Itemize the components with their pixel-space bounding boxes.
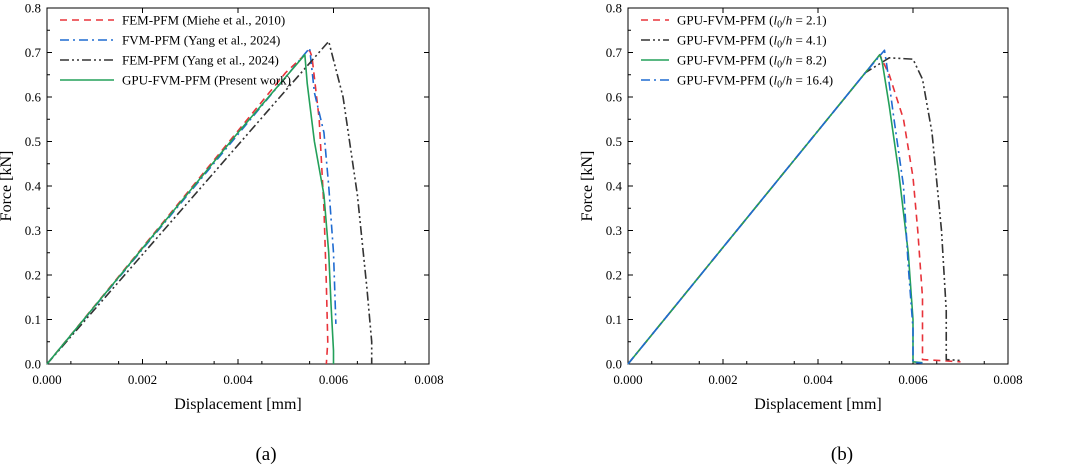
legend-entry: GPU-FVM-PFM (l0/h = 4.1) — [677, 33, 827, 51]
y-tick-label: 0.1 — [25, 312, 41, 327]
x-tick-label: 0.002 — [128, 372, 157, 387]
y-tick-label: 0.0 — [25, 357, 41, 372]
y-axis-title: Force [kN] — [0, 151, 15, 222]
y-tick-label: 0.7 — [25, 45, 42, 60]
series-line-3 — [46, 40, 373, 365]
y-tick-label: 0.1 — [606, 312, 622, 327]
x-tick-label: 0.006 — [319, 372, 349, 387]
x-axis-title: Displacement [mm] — [174, 396, 302, 413]
legend-entry: FEM-PFM (Yang et al., 2024) — [122, 53, 279, 68]
y-tick-label: 0.2 — [606, 268, 622, 283]
chart-panel-b: 0.000 0.002 0.004 0.006 0.008 0.0 0.1 0.2 0.3 0.4… — [579, 1, 1023, 466]
y-tick-label: 0.6 — [606, 90, 623, 105]
series-line-2 — [46, 47, 337, 365]
x-tick-label: 0.002 — [708, 372, 737, 387]
x-axis-title: Displacement [mm] — [754, 396, 882, 413]
legend-entry: FEM-PFM (Miehe et al., 2010) — [122, 13, 285, 28]
panel-label: (a) — [255, 444, 276, 465]
x-tick-label: 0.006 — [898, 372, 928, 387]
legend-entry: FVM-PFM (Yang et al., 2024) — [122, 33, 280, 48]
y-tick-label: 0.5 — [606, 134, 622, 149]
x-tick-label: 0.008 — [414, 372, 443, 387]
series-line-4 — [46, 53, 335, 365]
x-tick-label: 0.008 — [993, 372, 1022, 387]
series-line-2 — [627, 57, 961, 365]
chart-panel-a: 0.000 0.002 0.004 0.006 0.008 0.0 0.1 0.2 0.3 0.4… — [0, 1, 444, 466]
panel-label: (b) — [831, 444, 853, 465]
y-tick-label: 0.5 — [25, 134, 41, 149]
legend-entry: GPU-FVM-PFM (l0/h = 16.4) — [677, 73, 833, 91]
y-tick-label: 0.4 — [606, 179, 623, 194]
x-tick-label: 0.004 — [223, 372, 253, 387]
y-tick-label: 0.0 — [606, 357, 622, 372]
y-tick-label: 0.3 — [606, 223, 622, 238]
y-axis-title: Force [kN] — [579, 151, 596, 222]
y-tick-label: 0.8 — [25, 1, 41, 16]
x-tick-label: 0.004 — [803, 372, 833, 387]
y-tick-label: 0.2 — [25, 268, 41, 283]
legend-entry: GPU-FVM-PFM (Present work) — [122, 73, 291, 88]
x-tick-label: 0.000 — [32, 372, 61, 387]
series-line-4 — [627, 49, 923, 365]
y-tick-label: 0.8 — [606, 1, 622, 16]
y-tick-label: 0.7 — [606, 45, 623, 60]
series-line-3 — [627, 53, 923, 365]
legend-entry: GPU-FVM-PFM (l0/h = 8.2) — [677, 53, 827, 71]
y-tick-label: 0.3 — [25, 223, 41, 238]
series-line-1 — [627, 53, 961, 365]
y-tick-label: 0.6 — [25, 90, 42, 105]
series-line-1 — [46, 49, 329, 365]
legend-entry: GPU-FVM-PFM (l0/h = 2.1) — [677, 13, 827, 31]
y-tick-label: 0.4 — [25, 179, 42, 194]
x-tick-label: 0.000 — [613, 372, 642, 387]
